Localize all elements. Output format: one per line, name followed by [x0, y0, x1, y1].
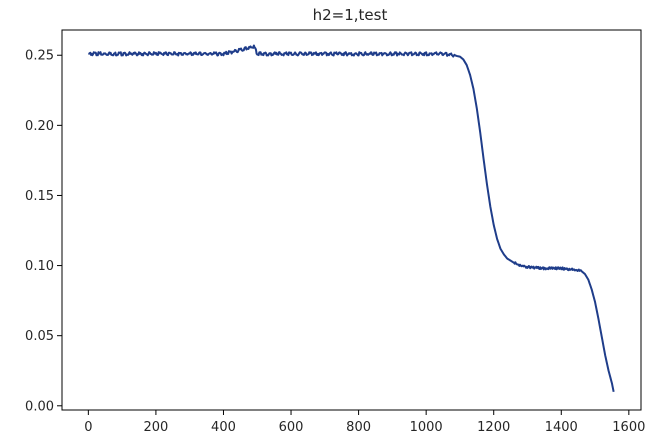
y-tick-label: 0.05 — [25, 329, 54, 344]
x-tick-label: 1400 — [545, 420, 578, 435]
x-tick-label: 200 — [143, 420, 168, 435]
series-line — [88, 44, 615, 392]
y-tick-label: 0.25 — [25, 49, 54, 64]
x-tick-label: 600 — [279, 420, 304, 435]
x-tick-label: 1600 — [612, 420, 645, 435]
y-tick-label: 0.15 — [25, 189, 54, 204]
plot-area — [88, 44, 615, 392]
y-tick-label: 0.00 — [25, 399, 54, 414]
x-tick-label: 800 — [346, 420, 371, 435]
x-tick-label: 1000 — [410, 420, 443, 435]
x-tick-label: 0 — [84, 420, 92, 435]
axis-ticks: 0 200 400 600 800 1000 1200 1400 1600 0.00 0.05 0.1… — [25, 49, 645, 435]
chart-title: h2=1,test — [313, 6, 388, 24]
x-tick-label: 1200 — [477, 420, 510, 435]
y-tick-label: 0.10 — [25, 259, 54, 274]
y-tick-label: 0.20 — [25, 119, 54, 134]
plot-frame — [61, 29, 642, 411]
x-tick-label: 400 — [211, 420, 236, 435]
